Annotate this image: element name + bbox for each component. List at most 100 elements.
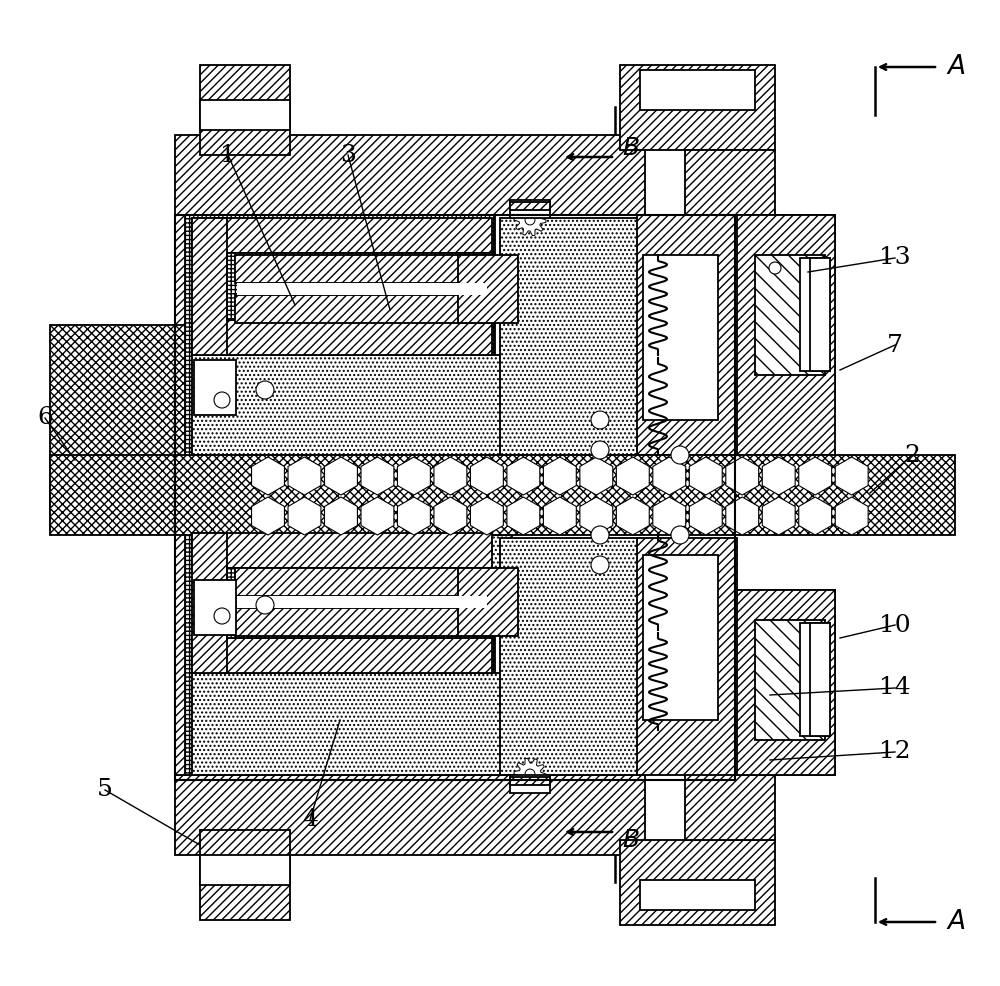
Text: A: A — [947, 909, 965, 935]
Polygon shape — [580, 497, 613, 535]
Bar — [192, 355, 512, 455]
Bar — [192, 673, 512, 775]
Bar — [175, 135, 645, 215]
Bar — [235, 608, 490, 636]
Circle shape — [591, 411, 609, 429]
Polygon shape — [616, 457, 649, 495]
Polygon shape — [580, 457, 613, 495]
Bar — [192, 535, 512, 568]
Text: B: B — [622, 828, 639, 852]
Circle shape — [591, 526, 609, 544]
Bar — [755, 620, 825, 740]
Bar — [227, 568, 492, 638]
Bar — [175, 775, 645, 855]
Polygon shape — [799, 457, 832, 495]
Bar — [510, 200, 550, 218]
Bar — [200, 830, 290, 920]
Bar — [458, 255, 518, 323]
Bar — [810, 623, 830, 736]
Bar — [685, 760, 775, 840]
Bar — [227, 253, 492, 320]
Polygon shape — [799, 497, 832, 535]
Polygon shape — [514, 758, 546, 790]
Bar — [185, 215, 495, 460]
Polygon shape — [470, 457, 503, 495]
Circle shape — [591, 441, 609, 459]
Polygon shape — [726, 457, 759, 495]
Bar — [192, 218, 227, 355]
Polygon shape — [762, 497, 795, 535]
Circle shape — [591, 556, 609, 574]
Circle shape — [256, 381, 274, 399]
Text: 10: 10 — [879, 613, 911, 637]
Bar — [200, 65, 290, 155]
Bar — [810, 258, 830, 371]
Text: A: A — [947, 54, 965, 80]
Bar — [235, 608, 490, 636]
Bar — [755, 255, 825, 375]
Text: 12: 12 — [879, 740, 911, 763]
Bar — [175, 135, 645, 215]
Bar — [800, 623, 830, 736]
Bar — [643, 555, 718, 720]
Bar — [185, 530, 495, 775]
Bar — [175, 215, 250, 485]
Bar — [458, 568, 518, 636]
Polygon shape — [514, 204, 546, 236]
Bar — [637, 538, 737, 775]
Polygon shape — [762, 457, 795, 495]
Polygon shape — [361, 497, 394, 535]
Polygon shape — [726, 497, 759, 535]
Bar — [458, 568, 518, 636]
Bar — [175, 775, 645, 855]
Polygon shape — [397, 457, 430, 495]
Bar — [640, 880, 755, 910]
Polygon shape — [835, 497, 868, 535]
Text: 13: 13 — [879, 246, 911, 269]
Bar — [500, 218, 640, 455]
Bar — [237, 596, 487, 608]
Bar — [50, 325, 250, 530]
Polygon shape — [470, 497, 503, 535]
Bar — [192, 218, 492, 253]
Bar — [50, 455, 955, 535]
Circle shape — [525, 215, 535, 225]
Text: 3: 3 — [340, 144, 356, 167]
Bar — [235, 295, 490, 323]
Bar — [637, 538, 737, 775]
Bar — [735, 215, 835, 455]
Text: 2: 2 — [904, 444, 920, 466]
Bar — [510, 202, 550, 210]
Bar — [500, 218, 640, 455]
Polygon shape — [616, 497, 649, 535]
Bar — [200, 830, 290, 920]
Bar — [235, 568, 490, 596]
Bar — [735, 215, 835, 455]
Bar — [800, 258, 830, 371]
Bar — [192, 218, 492, 253]
Circle shape — [525, 769, 535, 779]
Bar — [510, 777, 550, 785]
Bar — [192, 355, 512, 455]
Bar — [620, 65, 775, 150]
Bar — [192, 533, 492, 568]
Bar — [735, 590, 835, 775]
Bar — [192, 533, 227, 673]
Polygon shape — [252, 497, 284, 535]
Bar — [510, 202, 550, 210]
Text: 1: 1 — [220, 144, 236, 167]
Circle shape — [769, 262, 781, 274]
Bar — [227, 568, 492, 638]
Bar — [175, 215, 735, 780]
Polygon shape — [288, 457, 321, 495]
Circle shape — [214, 608, 230, 624]
Bar — [192, 638, 492, 673]
Bar — [235, 295, 490, 323]
Bar — [192, 673, 512, 775]
Circle shape — [256, 596, 274, 614]
Bar — [620, 65, 775, 150]
Polygon shape — [361, 457, 394, 495]
Bar — [458, 255, 518, 323]
Bar — [194, 360, 236, 415]
Bar — [643, 255, 718, 420]
